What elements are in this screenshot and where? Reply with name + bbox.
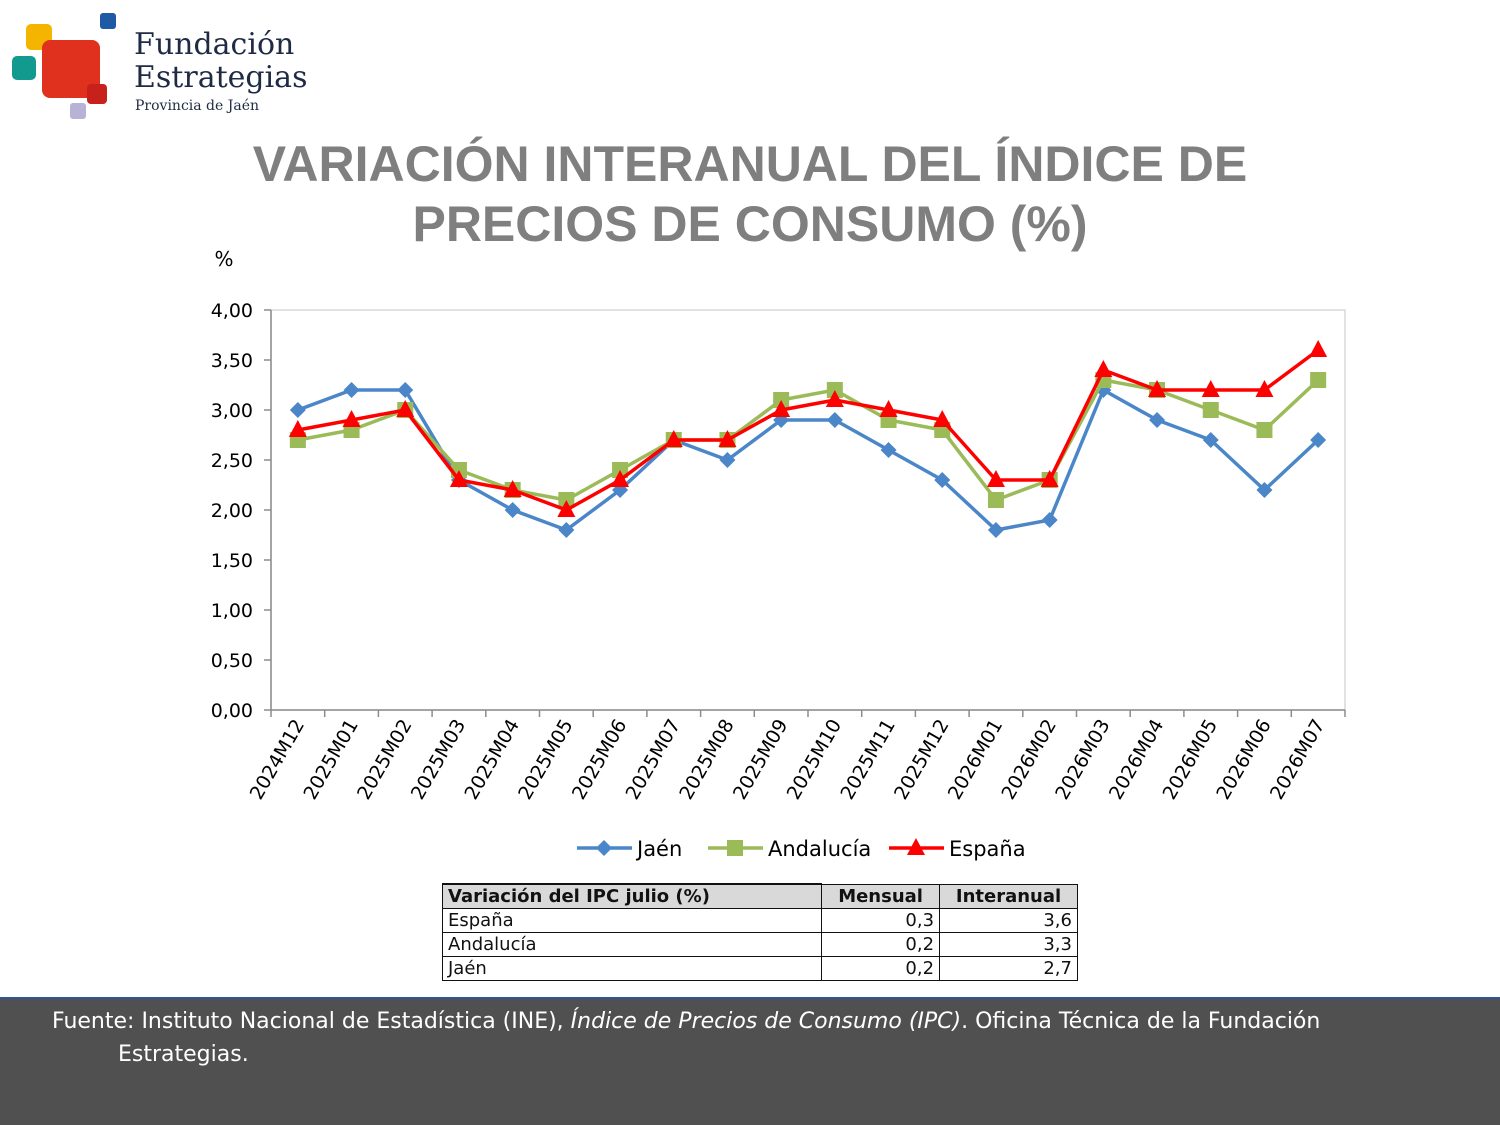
- table-row: España 0,3 3,6: [441, 908, 1078, 933]
- source-line1: Fuente: Instituto Nacional de Estadístic…: [52, 1009, 1320, 1034]
- legend-label-andalucia: Andalucía: [768, 837, 871, 861]
- data-point-espana: [1201, 380, 1220, 397]
- table-row: Jaén 0,2 2,7: [441, 956, 1078, 981]
- logo-squares-icon: [12, 13, 116, 119]
- data-point-espana: [825, 390, 844, 407]
- ipc-summary-table: Variación del IPC julio (%) Mensual Inte…: [441, 883, 1078, 981]
- table-header-row: Variación del IPC julio (%) Mensual Inte…: [441, 883, 1078, 909]
- data-point-espana: [986, 470, 1005, 487]
- y-tick-label: 3,00: [211, 400, 253, 422]
- series-line-andalucia: [297, 378, 1320, 502]
- data-point-jaen: [397, 382, 414, 398]
- data-point-espana: [933, 410, 952, 427]
- foundation-logo: Fundación Estrategias Provincia de Jaén: [8, 10, 308, 122]
- series-line-espana: [297, 348, 1320, 512]
- data-point-jaen: [987, 522, 1004, 538]
- data-point-jaen: [719, 452, 736, 468]
- y-tick-label: 2,00: [211, 500, 253, 522]
- data-point-espana: [1309, 340, 1328, 357]
- y-tick-label: 3,50: [211, 350, 253, 372]
- data-point-andalucia: [1310, 372, 1327, 388]
- data-point-andalucia: [1256, 422, 1273, 438]
- data-point-espana: [1255, 380, 1274, 397]
- data-point-jaen: [1202, 432, 1219, 448]
- source-suffix: . Oficina Técnica de la Fundación: [961, 1009, 1321, 1034]
- y-tick-label: 0,00: [211, 700, 253, 722]
- data-point-jaen: [343, 382, 360, 398]
- plot-area: [270, 309, 1346, 711]
- data-point-espana: [1094, 360, 1113, 377]
- legend-label-jaen: Jaén: [635, 837, 682, 861]
- table-header-interanual: Interanual: [939, 883, 1078, 909]
- legend-marker-espana: [907, 838, 925, 855]
- data-point-espana: [449, 470, 468, 487]
- data-point-espana: [879, 400, 898, 417]
- y-tick-label: 1,50: [211, 550, 253, 572]
- y-tick-label: 0,50: [211, 650, 253, 672]
- y-tick-label: 1,00: [211, 600, 253, 622]
- legend-marker-jaen: [596, 840, 612, 856]
- table-cell-interanual: 3,6: [939, 908, 1078, 933]
- data-point-espana: [288, 420, 307, 437]
- data-point-espana: [342, 410, 361, 427]
- data-point-espana: [772, 400, 791, 417]
- source-publication: Índice de Precios de Consumo (IPC): [570, 1009, 962, 1034]
- table-row: Andalucía 0,2 3,3: [441, 932, 1078, 957]
- data-point-espana: [503, 480, 522, 497]
- data-point-espana: [718, 430, 737, 447]
- data-point-jaen: [826, 412, 843, 428]
- table-cell-interanual: 2,7: [939, 956, 1078, 981]
- table-cell-region: Andalucía: [441, 932, 823, 957]
- data-point-jaen: [1256, 482, 1273, 498]
- y-tick-label: 2,50: [211, 450, 253, 472]
- table-cell-mensual: 0,2: [821, 932, 941, 957]
- data-point-jaen: [1149, 412, 1166, 428]
- data-point-espana: [1040, 470, 1059, 487]
- data-point-andalucia: [987, 492, 1004, 508]
- page-title-line1: VARIACIÓN INTERANUAL DEL ÍNDICE DE: [252, 136, 1248, 192]
- table-cell-mensual: 0,3: [821, 908, 941, 933]
- logo-name: Fundación Estrategias: [134, 28, 307, 94]
- data-point-espana: [396, 400, 415, 417]
- table-header-mensual: Mensual: [821, 883, 941, 909]
- data-point-jaen: [934, 472, 951, 488]
- table-cell-mensual: 0,2: [821, 956, 941, 981]
- y-tick-label: 4,00: [211, 300, 253, 322]
- data-point-espana: [611, 470, 630, 487]
- table-cell-interanual: 3,3: [939, 932, 1078, 957]
- legend-label-espana: España: [949, 837, 1026, 861]
- table-cell-region: Jaén: [441, 956, 823, 981]
- y-axis-unit-label: %: [214, 247, 233, 271]
- data-point-jaen: [1310, 432, 1327, 448]
- logo-name-line2: Estrategias: [134, 60, 308, 95]
- page-title-line2: PRECIOS DE CONSUMO (%): [412, 196, 1088, 252]
- data-point-jaen: [289, 402, 306, 418]
- source-line2: Estrategias.: [118, 1042, 249, 1067]
- data-point-espana: [557, 500, 576, 517]
- series-line-jaen: [297, 388, 1320, 532]
- data-point-jaen: [558, 522, 575, 538]
- data-point-jaen: [880, 442, 897, 458]
- data-point-espana: [1148, 380, 1167, 397]
- x-tick-label: 2026M07: [1266, 716, 1330, 804]
- logo-subtitle: Provincia de Jaén: [135, 98, 260, 114]
- data-point-espana: [664, 430, 683, 447]
- table-header-concept: Variación del IPC julio (%): [441, 883, 823, 909]
- data-point-jaen: [504, 502, 521, 518]
- data-point-andalucia: [1202, 402, 1219, 418]
- table-cell-region: España: [441, 908, 823, 933]
- source-prefix: Fuente: Instituto Nacional de Estadístic…: [52, 1009, 571, 1034]
- data-point-jaen: [1041, 512, 1058, 528]
- source-footer: Fuente: Instituto Nacional de Estadístic…: [0, 997, 1500, 1125]
- legend-marker-andalucia: [727, 840, 743, 856]
- logo-name-line1: Fundación: [134, 27, 295, 62]
- page-title: VARIACIÓN INTERANUAL DEL ÍNDICE DE PRECI…: [0, 134, 1500, 254]
- ipc-line-chart: % 0,00 0,50 1,00 1,50 2,00 2,50 3,00 3,50 4,00 20…: [211, 247, 1346, 861]
